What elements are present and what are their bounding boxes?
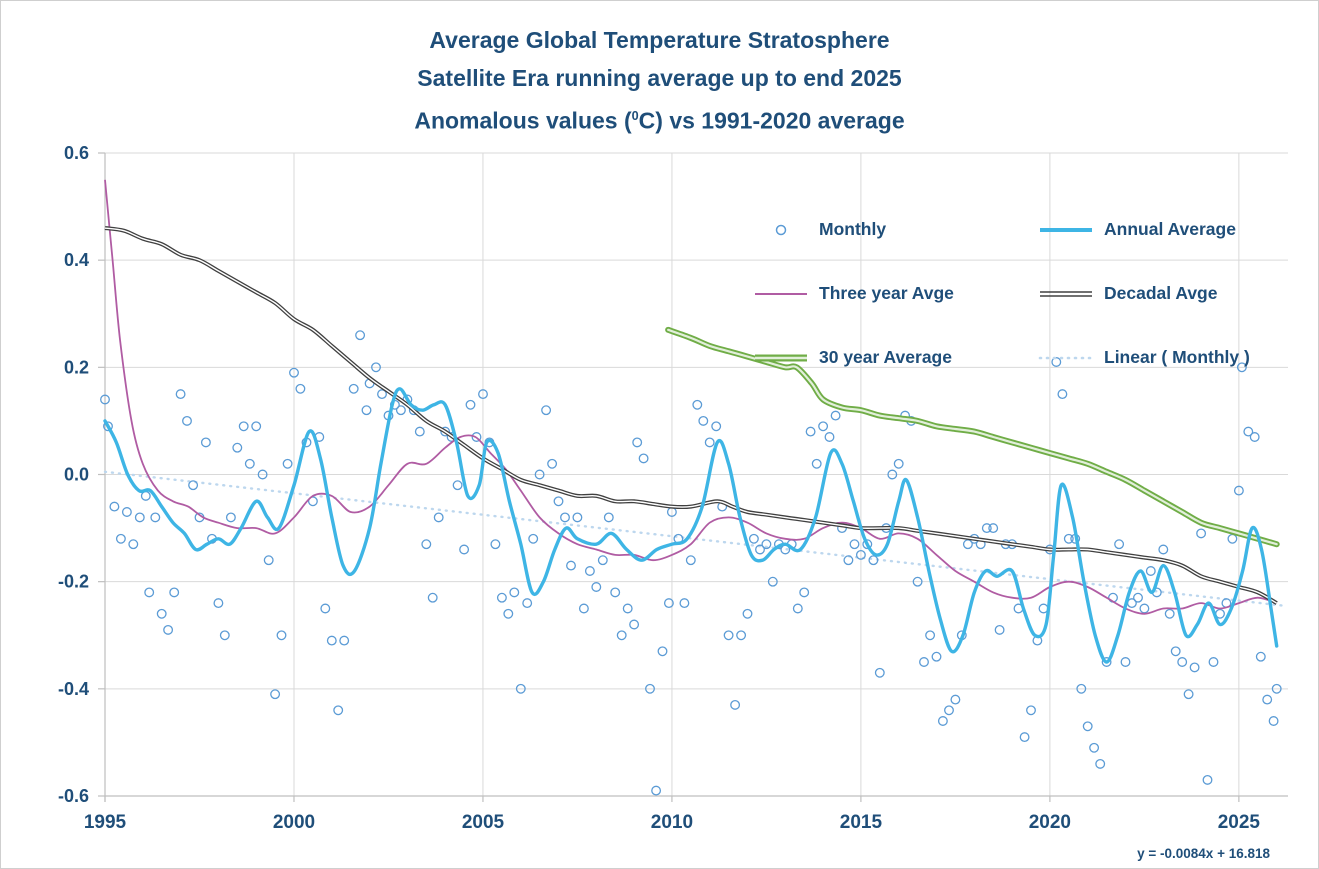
chart-title-line2: Satellite Era running average up to end … [417, 65, 902, 91]
legend-label: 30 year Average [819, 347, 952, 367]
y-tick-label: -0.2 [58, 572, 89, 592]
legend-label: Annual Average [1104, 219, 1236, 239]
legend-item-decadal-avge: Decadal Avge [1038, 283, 1293, 304]
superscript-zero: 0 [631, 109, 639, 123]
trendline-equation: y = -0.0084x + 16.818 [1137, 846, 1270, 861]
legend-item-annual-average: Annual Average [1038, 219, 1293, 240]
thirty-year-average-line [665, 326, 1280, 548]
decadal-average-line [104, 226, 1278, 605]
x-tick-label: 2005 [462, 812, 505, 833]
y-tick-label: -0.6 [58, 786, 89, 806]
axes [98, 152, 1288, 802]
thick-double-line-swatch [755, 354, 807, 361]
y-tick-label: 0.6 [64, 143, 89, 163]
y-tick-label: 0.0 [64, 465, 89, 485]
dotted-line-swatch [1038, 356, 1094, 359]
y-axis-labels: 0.6 0.4 0.2 0.0 -0.2 -0.4 -0.6 [58, 143, 89, 806]
x-tick-label: 2025 [1218, 812, 1261, 833]
x-tick-label: 1995 [84, 812, 127, 833]
monthly-points [100, 330, 1282, 796]
x-tick-label: 2000 [273, 812, 315, 833]
x-tick-label: 2010 [651, 812, 693, 833]
y-tick-label: 0.2 [64, 357, 89, 377]
chart-title: Average Global Temperature Stratosphere … [1, 21, 1318, 140]
legend-label: Three year Avge [819, 283, 954, 303]
thick-line-swatch [1040, 227, 1092, 232]
chart-title-line1: Average Global Temperature Stratosphere [429, 27, 890, 53]
legend-item-linear-monthly: Linear ( Monthly ) [1038, 347, 1293, 368]
x-tick-label: 2020 [1029, 812, 1071, 833]
x-tick-label: 2015 [840, 812, 883, 833]
line-swatch [755, 292, 807, 295]
linear-trendline [103, 470, 1286, 607]
legend-item-monthly: Monthly [753, 219, 1038, 240]
three-year-average-line [104, 179, 1277, 615]
chart-title-line3: Anomalous values (0C) vs 1991-2020 avera… [414, 107, 905, 134]
legend-item-three-year-avge: Three year Avge [753, 283, 1038, 304]
legend-label: Decadal Avge [1104, 283, 1218, 303]
legend-label: Linear ( Monthly ) [1104, 347, 1250, 367]
annual-average-line [103, 387, 1279, 664]
legend-label: Monthly [819, 219, 887, 239]
legend-item-30-year-average: 30 year Average [753, 347, 1038, 368]
double-line-swatch [1040, 290, 1092, 297]
x-axis-labels: 1995 2000 2005 2010 2015 2020 2025 [84, 812, 1261, 833]
y-tick-label: -0.4 [58, 679, 89, 699]
gridlines [104, 152, 1288, 797]
chart-legend: Monthly Annual Average Three year Avge Deca… [753, 219, 1293, 368]
marker-swatch [775, 224, 787, 235]
y-tick-label: 0.4 [64, 250, 89, 270]
